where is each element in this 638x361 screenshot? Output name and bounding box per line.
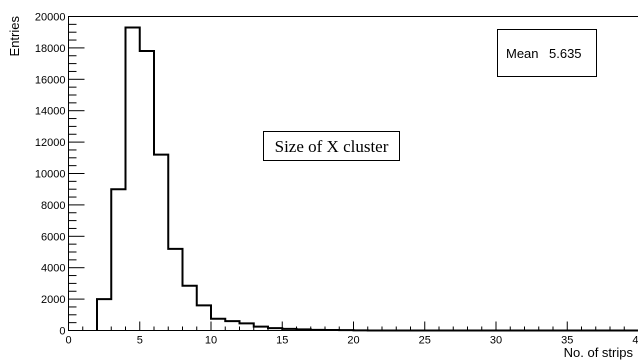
y-axis-title: Entries xyxy=(7,16,22,57)
histogram-bin xyxy=(240,323,254,330)
histogram-bin xyxy=(154,155,168,331)
y-tick-label: 0 xyxy=(59,326,65,338)
histogram-bin xyxy=(225,321,239,330)
histogram-bin xyxy=(97,299,111,330)
stats-label: Mean xyxy=(506,46,539,61)
svg-text:Mean 5.635: Mean 5.635 xyxy=(506,46,582,61)
y-tick-label: 6000 xyxy=(41,231,65,243)
stats-box: Mean 5.635 xyxy=(497,29,597,77)
plot-frame xyxy=(68,16,638,331)
stats-box-frame xyxy=(497,29,597,77)
y-tick-label: 10000 xyxy=(35,169,66,181)
y-tick-label: 8000 xyxy=(41,200,65,212)
x-tick-label: 15 xyxy=(276,335,288,347)
histogram-bin xyxy=(197,305,211,330)
x-tick-label: 5 xyxy=(137,335,143,347)
y-tick-label: 4000 xyxy=(41,263,65,275)
x-tick-label: 35 xyxy=(561,335,573,347)
y-tick-labels: 0 2000 4000 6000 8000 10000 12000 14000 16000 180… xyxy=(35,12,66,338)
histogram-bin xyxy=(183,286,197,331)
x-tick-label: 10 xyxy=(205,335,217,347)
y-tick-label: 20000 xyxy=(35,12,66,24)
x-tick-labels: 0 5 10 15 20 25 30 35 40 xyxy=(65,335,638,347)
stats-value: 5.635 xyxy=(549,46,582,61)
x-tick-label: 20 xyxy=(347,335,359,347)
histogram-bin xyxy=(126,27,140,330)
histogram-bin xyxy=(111,189,125,330)
y-tick-label: 16000 xyxy=(35,74,66,86)
histogram-bin xyxy=(168,249,182,331)
y-tick-label: 18000 xyxy=(35,43,66,55)
x-tick-label: 40 xyxy=(632,335,638,347)
x-tick-label: 30 xyxy=(490,335,502,347)
histogram-bins xyxy=(97,27,368,330)
x-tick-label: 0 xyxy=(65,335,71,347)
y-tick-label: 12000 xyxy=(35,137,66,149)
y-tick-label: 2000 xyxy=(41,294,65,306)
title-box: Size of X cluster xyxy=(263,131,400,161)
x-axis-title: No. of strips xyxy=(564,345,634,360)
x-tick-label: 25 xyxy=(419,335,431,347)
title-box-frame xyxy=(263,131,400,161)
chart-title: Size of X cluster xyxy=(275,137,389,156)
histogram-bin xyxy=(211,319,225,331)
y-tick-label: 14000 xyxy=(35,106,66,118)
histogram-bin xyxy=(140,51,154,330)
